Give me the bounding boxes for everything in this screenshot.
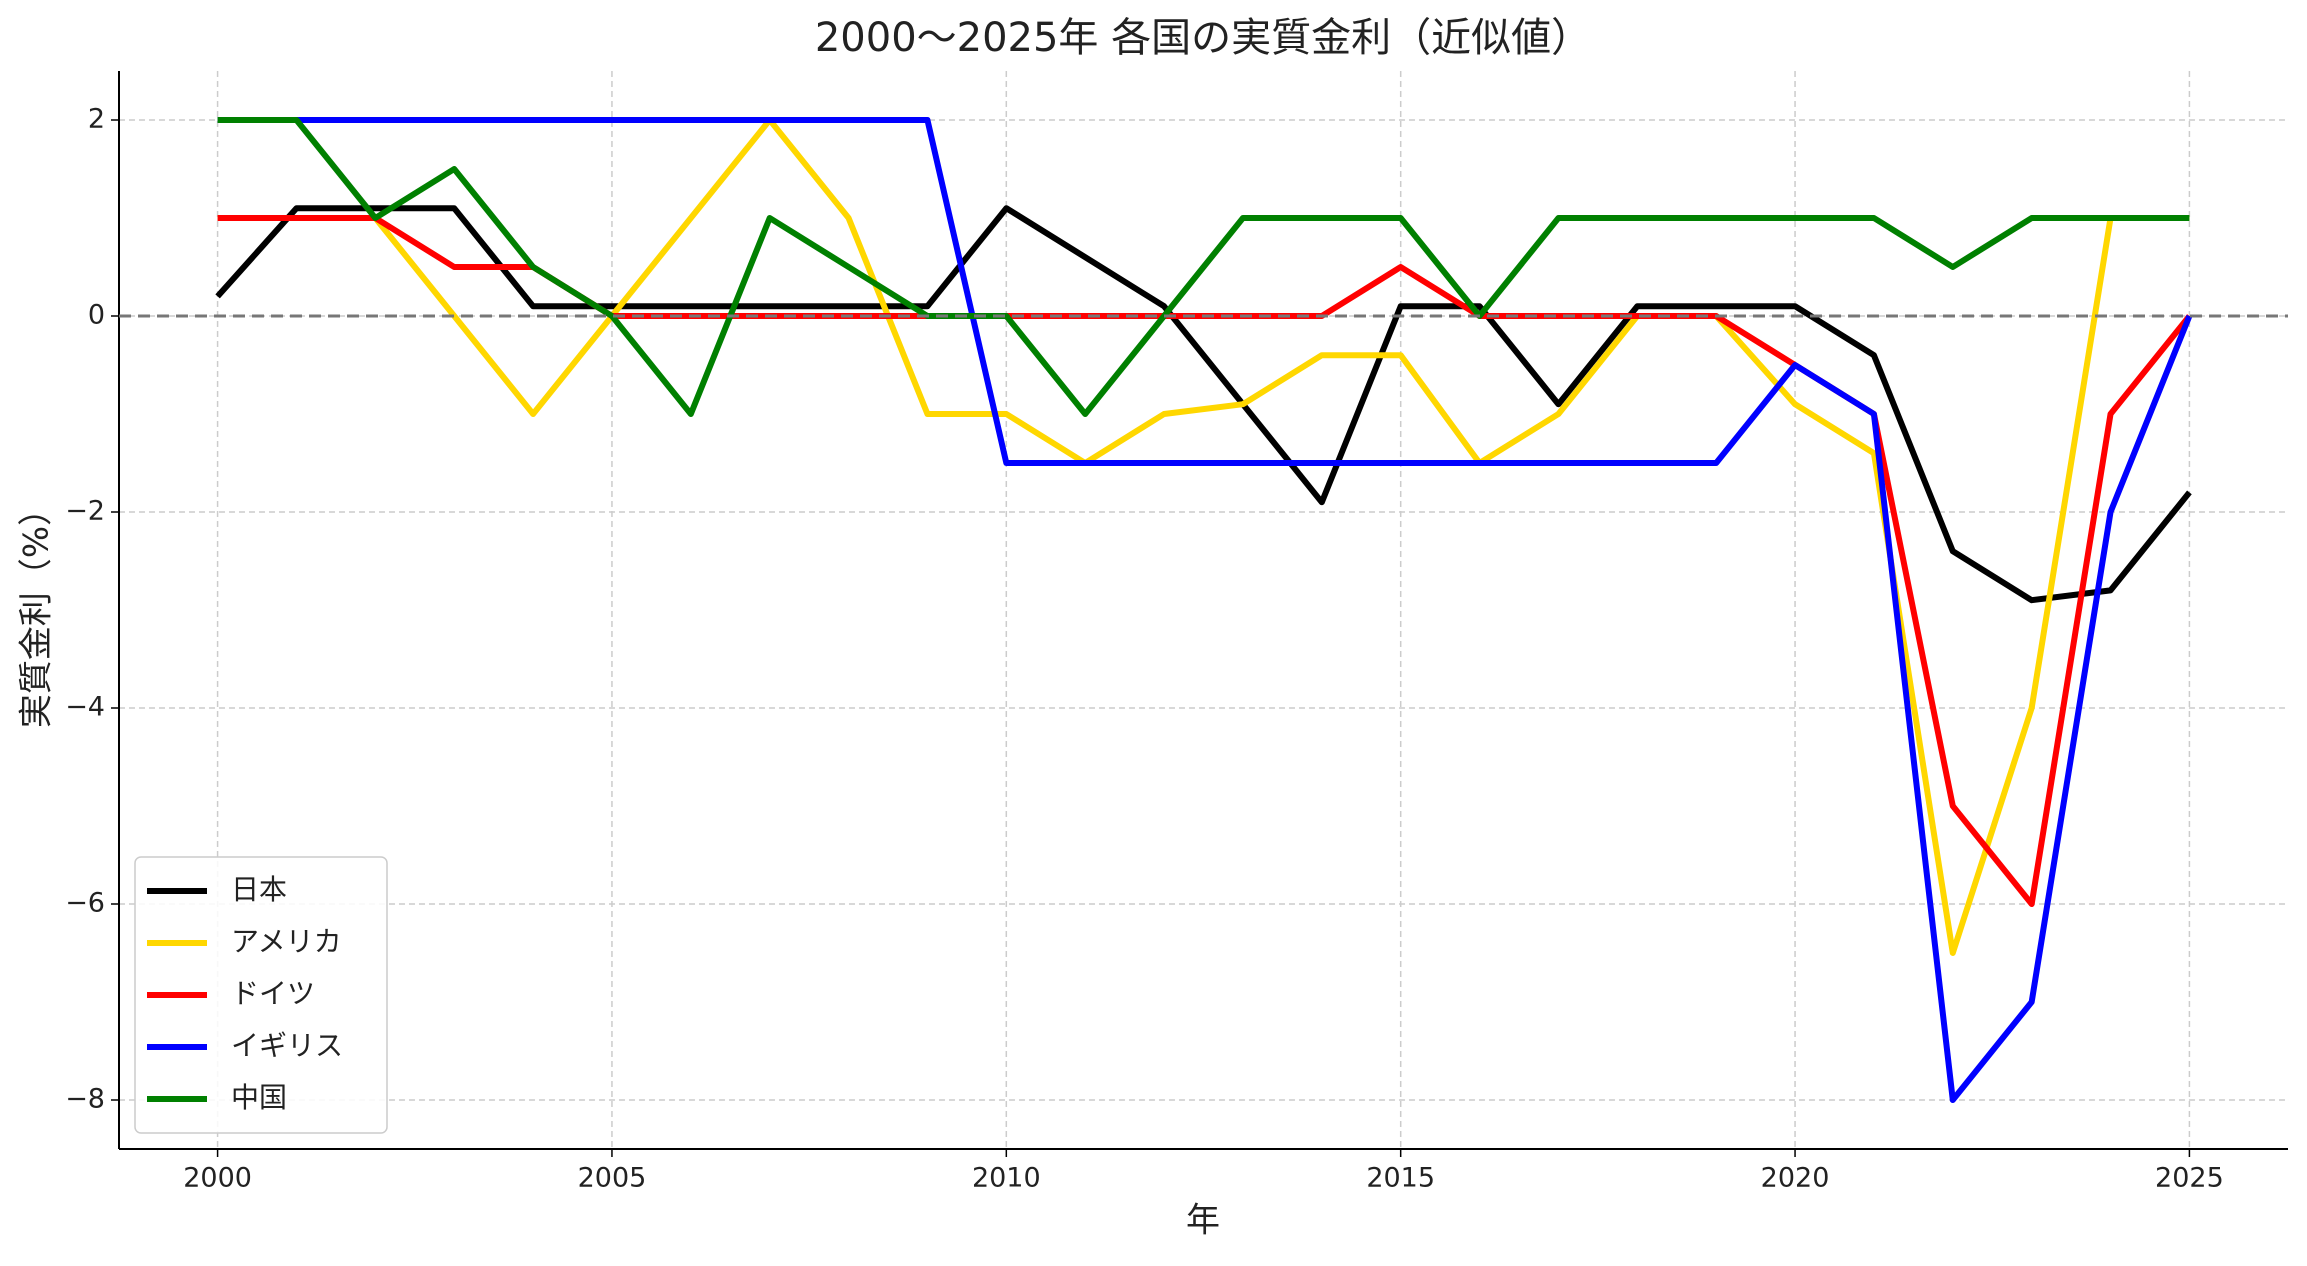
series-line	[215, 205, 2192, 604]
x-tick-label: 2000	[183, 1163, 252, 1194]
legend-label: ドイツ	[231, 977, 315, 1010]
x-tick-label: 2020	[1761, 1163, 1830, 1194]
x-axis-label: 年	[1186, 1201, 1220, 1241]
y-tick-label: −6	[65, 888, 105, 919]
y-tick-label: 0	[88, 300, 105, 331]
y-tick-label: 2	[88, 104, 105, 135]
chart-title: 2000〜2025年 各国の実質金利（近似値）	[815, 15, 1591, 61]
x-tick-label: 2005	[578, 1163, 647, 1194]
x-tick-label: 2025	[2155, 1163, 2224, 1194]
legend-label: アメリカ	[231, 925, 342, 958]
legend-label: 日本	[231, 873, 287, 906]
series-line	[217, 117, 2193, 1103]
y-tick-label: −4	[65, 692, 105, 723]
series-line	[217, 117, 2190, 956]
y-tick-label: −8	[65, 1084, 105, 1115]
legend-box	[134, 856, 388, 1134]
legend-label: イギリス	[231, 1029, 343, 1062]
x-tick-label: 2015	[1366, 1163, 1435, 1194]
legend-label: 中国	[231, 1081, 287, 1114]
x-tick-label: 2010	[972, 1163, 1041, 1194]
series-line	[217, 117, 2190, 417]
y-axis-label: 実質金利（%）	[17, 492, 57, 728]
y-tick-label: −2	[65, 496, 105, 527]
